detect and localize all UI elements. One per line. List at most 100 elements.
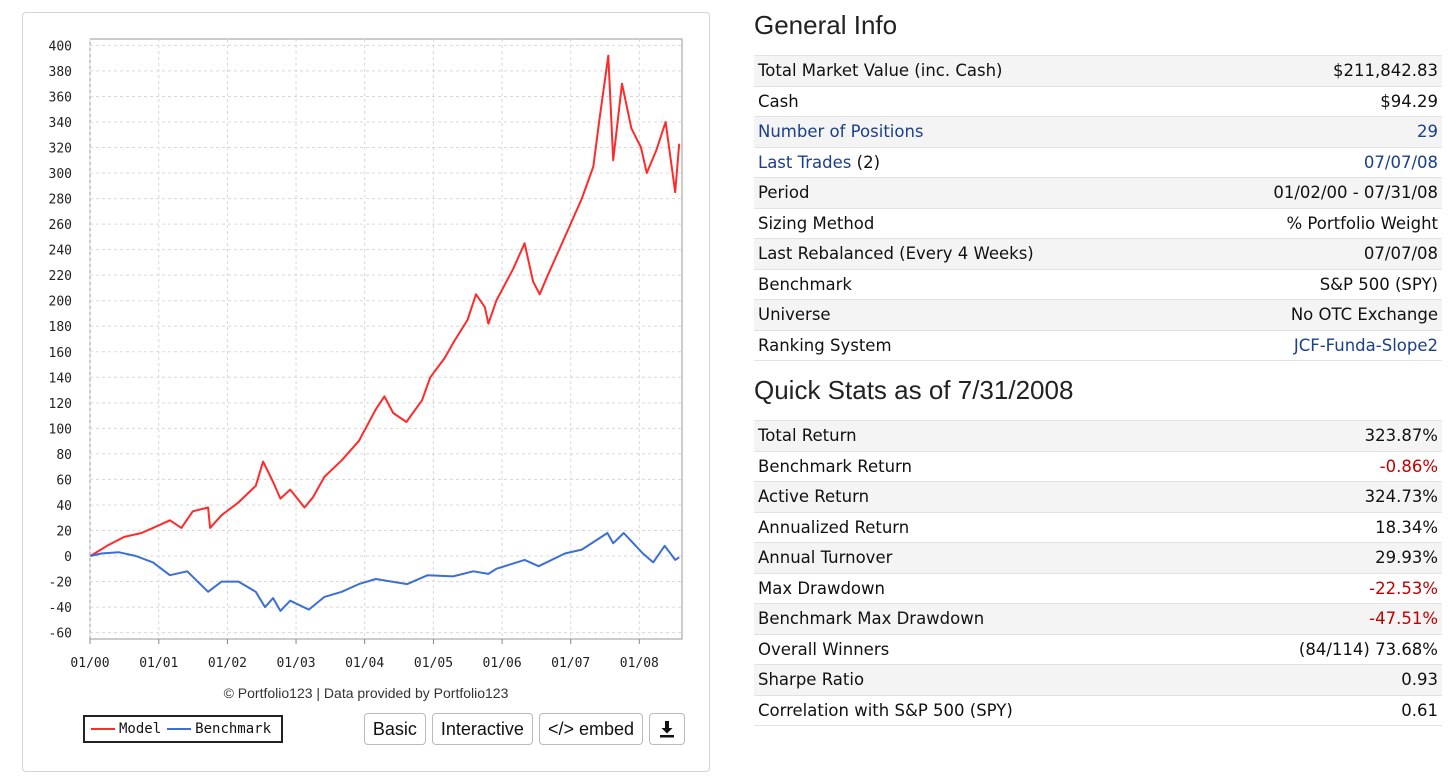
table-row: Total Return 323.87% xyxy=(754,420,1442,451)
table-row: Benchmark Max Drawdown -47.51% xyxy=(754,603,1442,634)
y-tick-label: 320 xyxy=(49,142,72,157)
row-value-cell: -0.86% xyxy=(1195,450,1442,482)
y-tick-label: 280 xyxy=(49,193,72,208)
row-value-cell: No OTC Exchange xyxy=(1181,299,1442,330)
row-value-cell: 29.93% xyxy=(1195,542,1442,573)
row-label: Annualized Return xyxy=(758,517,910,537)
row-label-cell: Last Trades (2) xyxy=(754,146,1182,178)
row-label: Max Drawdown xyxy=(758,578,885,598)
row-label: Active Return xyxy=(758,487,870,507)
chart-credit: © Portfolio123 | Data provided by Portfo… xyxy=(223,685,509,701)
table-row: Max Drawdown -22.53% xyxy=(754,572,1442,604)
row-label-cell: Annualized Return xyxy=(754,511,1196,543)
row-value[interactable]: 07/07/08 xyxy=(1363,152,1438,172)
row-value: $94.29 xyxy=(1380,91,1438,111)
chart-legend: Model Benchmark xyxy=(83,715,283,743)
row-label: Sharpe Ratio xyxy=(758,670,865,690)
row-label-cell: Max Drawdown xyxy=(754,572,1196,604)
row-value[interactable]: JCF-Funda-Slope2 xyxy=(1293,335,1438,355)
download-button[interactable] xyxy=(649,713,685,745)
y-tick-label: 120 xyxy=(49,397,72,412)
x-tick-label: 01/06 xyxy=(483,656,522,671)
row-label-cell: Total Return xyxy=(754,420,1196,451)
x-tick-label: 01/04 xyxy=(345,656,384,671)
y-tick-label: 140 xyxy=(49,371,72,386)
y-tick-label: 220 xyxy=(49,269,72,284)
row-value: 29.93% xyxy=(1375,548,1438,568)
row-label[interactable]: Number of Positions xyxy=(758,122,924,142)
y-tick-label: 80 xyxy=(56,448,72,463)
row-label-cell: Benchmark xyxy=(754,268,1182,300)
x-tick-label: 01/08 xyxy=(620,656,659,671)
row-value-cell: S&P 500 (SPY) xyxy=(1181,268,1442,300)
embed-button[interactable]: </> embed xyxy=(538,713,643,745)
y-tick-label: 160 xyxy=(49,346,72,361)
row-label-cell: Cash xyxy=(754,85,1182,117)
row-value: 0.61 xyxy=(1401,700,1438,720)
y-tick-label: 240 xyxy=(49,244,72,259)
row-label: Cash xyxy=(758,91,799,111)
y-tick-label: 380 xyxy=(49,65,72,80)
chart-panel: 400 380 360 340 320 300 280 260 240 220 200 180 160 1… xyxy=(22,12,710,772)
row-label: Benchmark Return xyxy=(758,456,912,476)
plot-area xyxy=(89,38,683,640)
row-value-cell: $211,842.83 xyxy=(1181,55,1442,86)
y-tick-label: 100 xyxy=(49,422,72,437)
row-label: Total Market Value (inc. Cash) xyxy=(758,61,1003,81)
row-label: Benchmark Max Drawdown xyxy=(758,609,985,629)
row-value: $211,842.83 xyxy=(1333,61,1438,81)
x-tick-label: 01/07 xyxy=(551,656,590,671)
row-value-cell: (84/114) 73.68% xyxy=(1195,633,1442,665)
row-value-cell: 18.34% xyxy=(1195,511,1442,543)
row-label-cell: Overall Winners xyxy=(754,633,1196,665)
table-row: Universe No OTC Exchange xyxy=(754,299,1442,330)
interactive-button[interactable]: Interactive xyxy=(431,713,533,745)
row-label-cell: Universe xyxy=(754,299,1182,330)
legend-label-benchmark: Benchmark xyxy=(195,721,272,737)
row-label-cell: Sizing Method xyxy=(754,207,1182,239)
legend-item-benchmark: Benchmark xyxy=(161,721,271,737)
y-tick-label: 60 xyxy=(56,473,72,488)
table-row: Annual Turnover 29.93% xyxy=(754,542,1442,573)
series-line-benchmark xyxy=(90,532,680,612)
row-label-cell: Last Rebalanced (Every 4 Weeks) xyxy=(754,238,1182,269)
legend-item-model: Model xyxy=(85,721,161,737)
table-row: Total Market Value (inc. Cash) $211,842.8… xyxy=(754,55,1442,86)
row-label: Period xyxy=(758,183,810,203)
row-label-cell: Benchmark Max Drawdown xyxy=(754,603,1196,634)
row-value-cell: -22.53% xyxy=(1195,572,1442,604)
general-info-table: Total Market Value (inc. Cash) $211,842.8… xyxy=(754,55,1442,361)
basic-button[interactable]: Basic xyxy=(363,713,426,745)
row-label-cell: Annual Turnover xyxy=(754,542,1196,573)
table-row: Overall Winners (84/114) 73.68% xyxy=(754,633,1442,665)
row-value-cell: 0.93 xyxy=(1195,664,1442,695)
row-value-cell: 29 xyxy=(1181,116,1442,147)
row-label-cell: Period xyxy=(754,177,1182,208)
row-value: -22.53% xyxy=(1369,578,1438,598)
row-label-cell: Number of Positions xyxy=(754,116,1182,147)
row-label: Ranking System xyxy=(758,335,892,355)
row-value-cell: 323.87% xyxy=(1195,420,1442,451)
row-value-cell: $94.29 xyxy=(1181,85,1442,117)
quick-stats-title: Quick Stats as of 7/31/2008 xyxy=(754,375,1074,405)
row-label-cell: Active Return xyxy=(754,481,1196,512)
row-value-cell: 0.61 xyxy=(1195,694,1442,726)
table-row: Period 01/02/00 - 07/31/08 xyxy=(754,177,1442,208)
table-row: Correlation with S&P 500 (SPY) 0.61 xyxy=(754,694,1442,726)
row-label-cell: Correlation with S&P 500 (SPY) xyxy=(754,694,1196,726)
row-value: -47.51% xyxy=(1369,609,1438,629)
table-row: Benchmark S&P 500 (SPY) xyxy=(754,268,1442,300)
row-label-suffix: (2) xyxy=(856,152,881,172)
download-icon xyxy=(660,721,674,738)
y-tick-label: 300 xyxy=(49,167,72,182)
performance-chart: 4003803603403203002802602402202001801601… xyxy=(49,38,683,671)
row-value: 0.93 xyxy=(1401,670,1438,690)
row-value[interactable]: 29 xyxy=(1417,122,1438,142)
x-tick-label: 01/02 xyxy=(208,656,247,671)
y-tick-label: 180 xyxy=(49,320,72,335)
table-row: Cash $94.29 xyxy=(754,85,1442,117)
row-value: 07/07/08 xyxy=(1363,244,1438,264)
row-value-cell: 07/07/08 xyxy=(1181,146,1442,178)
row-label[interactable]: Last Trades xyxy=(758,152,852,172)
table-row: Last Rebalanced (Every 4 Weeks) 07/07/08 xyxy=(754,238,1442,269)
